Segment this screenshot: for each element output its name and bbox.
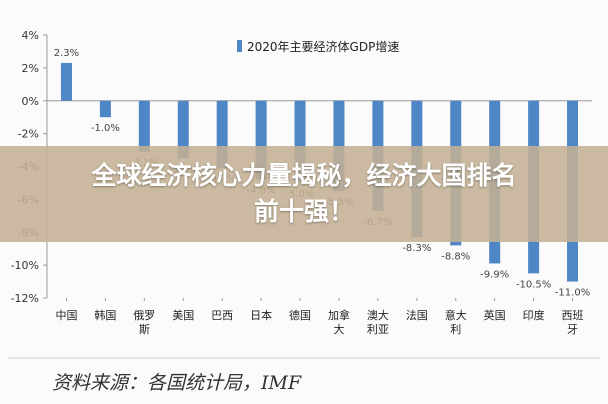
source-note: 资料来源：各国统计局，IMF: [52, 372, 302, 394]
data-label: -1.0%: [91, 123, 120, 134]
data-label: 2.3%: [54, 48, 79, 59]
x-tick-label: 中国: [55, 309, 77, 322]
x-tick-label: 印度: [523, 308, 545, 322]
y-tick-label: 4%: [22, 29, 39, 42]
data-label: -8.3%: [402, 243, 431, 254]
x-tick-label: 德国: [289, 308, 311, 322]
data-label: -8.8%: [441, 251, 470, 262]
x-tick-label: 英国: [484, 308, 506, 322]
x-tick-label: 日本: [250, 308, 272, 322]
x-tick-label: 法国: [406, 308, 428, 322]
x-tick-label: 牙: [567, 323, 578, 336]
y-tick-label: -10%: [11, 259, 39, 272]
x-tick-label: 大: [333, 322, 344, 336]
data-label: -10.5%: [516, 279, 551, 290]
y-tick-label: 0%: [22, 95, 39, 108]
x-tick-label: 意大: [445, 308, 467, 322]
bar: [99, 100, 111, 118]
y-tick-label: -2%: [18, 128, 39, 141]
bar: [255, 100, 267, 180]
bar: [294, 100, 306, 183]
y-tick-label: 2%: [22, 62, 39, 75]
legend-label: 2020年主要经济体GDP增速: [247, 39, 399, 54]
x-tick-label: 美国: [172, 309, 194, 322]
x-tick-label: 澳大: [367, 308, 389, 322]
data-label: -9.9%: [480, 269, 509, 280]
headline-banner: 全球经济核心力量揭秘，经济大国排名 前十强！: [0, 146, 608, 242]
x-tick-label: 韩国: [94, 308, 116, 322]
bar: [138, 100, 150, 152]
x-tick-label: 俄罗: [133, 309, 155, 322]
bar: [333, 100, 345, 192]
headline-line-1: 全球经济核心力量揭秘，经济大国排名: [91, 161, 517, 190]
x-tick-label: 利: [450, 323, 461, 336]
data-label: -11.0%: [555, 288, 590, 299]
x-tick-label: 加拿: [328, 308, 350, 322]
x-tick-label: 巴西: [211, 309, 233, 322]
bar: [216, 100, 228, 169]
x-tick-label: 利亚: [367, 323, 389, 336]
y-tick-label: -12%: [11, 292, 39, 305]
x-tick-label: 斯: [139, 323, 150, 336]
x-tick-label: 西班: [562, 309, 584, 322]
legend-swatch: [237, 40, 242, 52]
headline-line-2: 前十强！: [253, 197, 354, 226]
bar: [60, 62, 72, 101]
bar: [177, 100, 189, 159]
